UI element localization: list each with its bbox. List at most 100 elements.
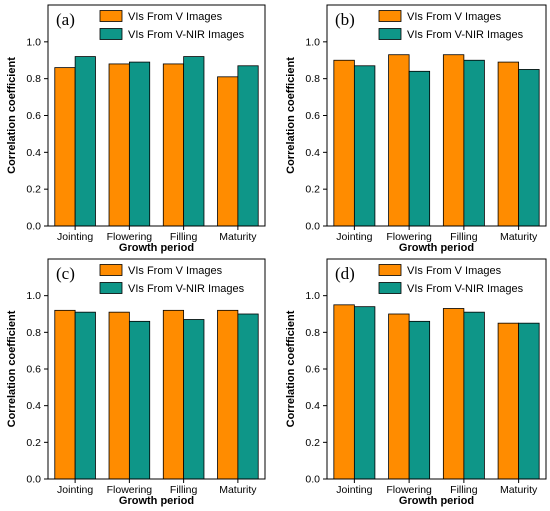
bar-v-jointing — [333, 304, 355, 480]
bar-vnir-jointing — [74, 311, 96, 480]
bar-vnir-filling — [463, 311, 485, 480]
y-tick-label: 0.2 — [305, 437, 320, 449]
bar-vnir-filling — [463, 59, 485, 227]
x-tick-label-filling: Filling — [170, 231, 198, 243]
bar-v-flowering — [388, 54, 410, 227]
y-tick-label: 0.6 — [305, 110, 320, 122]
bar-v-filling — [162, 309, 185, 480]
panel-label: (d) — [335, 264, 355, 283]
x-axis-title: Growth period — [119, 242, 194, 254]
legend-swatch-v — [378, 264, 402, 276]
bar-v-flowering — [108, 311, 130, 480]
x-axis-title: Growth period — [399, 242, 474, 254]
legend-label-v: VIs From V Images — [407, 11, 502, 23]
bar-v-filling — [442, 308, 465, 480]
x-tick-label-filling: Filling — [170, 484, 198, 496]
y-axis-title: Correlation coefficient — [6, 310, 18, 427]
y-tick-label: 0.4 — [26, 400, 41, 412]
x-tick-label-maturity: Maturity — [219, 484, 257, 496]
bar-vnir-maturity — [518, 322, 540, 480]
legend-swatch-v — [99, 264, 123, 276]
bar-vnir-flowering — [408, 70, 431, 227]
legend-label-vnir: VIs From V-NIR Images — [407, 29, 524, 41]
y-axis-title: Correlation coefficient — [285, 57, 297, 174]
y-tick-label: 0.0 — [26, 221, 41, 233]
bar-v-filling — [162, 63, 185, 227]
y-tick-label: 0.4 — [305, 400, 320, 412]
y-tick-label: 0.0 — [305, 474, 320, 486]
legend-swatch-vnir — [99, 28, 123, 40]
y-tick-label: 0.2 — [26, 184, 41, 196]
bar-v-flowering — [388, 313, 410, 480]
bar-vnir-maturity — [237, 313, 259, 480]
x-tick-label-flowering: Flowering — [107, 484, 153, 496]
legend-swatch-v — [99, 10, 123, 22]
x-tick-label-maturity: Maturity — [500, 231, 538, 243]
bar-v-maturity — [497, 322, 520, 480]
bar-vnir-flowering — [408, 320, 431, 480]
bar-vnir-maturity — [518, 69, 540, 227]
y-tick-label: 0.4 — [305, 147, 320, 159]
bar-vnir-flowering — [128, 320, 151, 480]
y-tick-label: 0.4 — [26, 147, 41, 159]
x-axis-title: Growth period — [119, 495, 194, 507]
x-tick-label-jointing: Jointing — [336, 231, 372, 243]
y-tick-label: 1.0 — [26, 290, 41, 302]
bar-vnir-flowering — [128, 61, 151, 227]
bar-vnir-jointing — [353, 65, 376, 227]
panel-label: (b) — [335, 10, 355, 29]
bar-v-jointing — [54, 67, 76, 227]
y-tick-label: 0.8 — [26, 73, 41, 85]
chart-panel-c: 0.0 0.2 0.4 0.6 0.8 1.0 Jointing Flowering Filli… — [6, 258, 266, 507]
legend-swatch-vnir — [378, 282, 402, 294]
bar-vnir-maturity — [237, 65, 259, 227]
y-tick-label: 0.6 — [26, 110, 41, 122]
bar-v-maturity — [217, 76, 239, 227]
x-tick-label-jointing: Jointing — [336, 484, 372, 496]
x-tick-label-flowering: Flowering — [107, 231, 153, 243]
y-axis-title: Correlation coefficient — [285, 310, 297, 427]
bar-v-filling — [442, 54, 465, 227]
x-tick-label-filling: Filling — [450, 484, 478, 496]
x-tick-label-filling: Filling — [450, 231, 478, 243]
legend-label-vnir: VIs From V-NIR Images — [128, 29, 245, 41]
legend-swatch-vnir — [378, 28, 402, 40]
bar-vnir-jointing — [74, 56, 96, 227]
bar-v-jointing — [333, 59, 355, 227]
legend-label-v: VIs From V Images — [128, 11, 223, 23]
bar-vnir-filling — [183, 319, 205, 480]
bar-vnir-jointing — [353, 306, 376, 480]
bar-v-jointing — [54, 309, 76, 480]
bar-v-maturity — [497, 61, 520, 227]
legend-label-vnir: VIs From V-NIR Images — [407, 283, 524, 295]
y-tick-label: 0.8 — [305, 73, 320, 85]
x-tick-label-jointing: Jointing — [57, 484, 93, 496]
y-tick-label: 0.2 — [305, 184, 320, 196]
x-tick-label-maturity: Maturity — [219, 231, 257, 243]
y-tick-label: 0.0 — [26, 474, 41, 486]
x-tick-label-maturity: Maturity — [500, 484, 538, 496]
legend-swatch-v — [378, 10, 402, 22]
y-tick-label: 1.0 — [305, 290, 320, 302]
bar-vnir-filling — [183, 56, 205, 227]
y-tick-label: 0.0 — [305, 221, 320, 233]
x-tick-label-flowering: Flowering — [386, 231, 432, 243]
chart-panel-d: 0.0 0.2 0.4 0.6 0.8 1.0 Jointing Flowering Filli… — [285, 258, 547, 507]
y-tick-label: 0.6 — [305, 364, 320, 376]
legend-label-vnir: VIs From V-NIR Images — [128, 283, 245, 295]
y-axis-title: Correlation coefficient — [6, 57, 18, 174]
bar-v-flowering — [108, 63, 130, 227]
y-tick-label: 0.8 — [26, 327, 41, 339]
bar-v-maturity — [217, 309, 239, 480]
x-axis-title: Growth period — [399, 495, 474, 507]
y-tick-label: 1.0 — [305, 36, 320, 48]
x-tick-label-jointing: Jointing — [57, 231, 93, 243]
legend-label-v: VIs From V Images — [407, 265, 502, 277]
legend-label-v: VIs From V Images — [128, 265, 223, 277]
panel-label: (c) — [56, 264, 75, 283]
chart-panel-b: 0.0 0.2 0.4 0.6 0.8 1.0 Jointing Flowering Filli… — [285, 4, 547, 254]
y-tick-label: 0.2 — [26, 437, 41, 449]
y-tick-label: 0.6 — [26, 364, 41, 376]
panel-label: (a) — [56, 10, 75, 29]
